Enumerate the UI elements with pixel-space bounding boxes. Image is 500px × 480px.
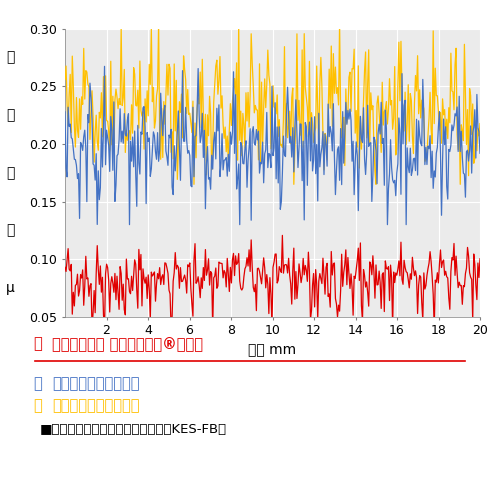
Text: 黄線　自社商品　比較: 黄線 自社商品 比較 — [52, 398, 140, 413]
Text: ・: ・ — [33, 336, 42, 351]
Text: ・: ・ — [33, 376, 42, 392]
Text: ■表面摩擦計測：カトーテック製（KES-FB）: ■表面摩擦計測：カトーテック製（KES-FB） — [40, 423, 227, 436]
Text: 青線　他社商品　比較: 青線 他社商品 比較 — [52, 376, 140, 392]
Text: ・: ・ — [33, 398, 42, 413]
Text: 摩: 摩 — [6, 50, 14, 65]
Text: 係: 係 — [6, 166, 14, 180]
Text: μ: μ — [6, 281, 15, 295]
Text: 数: 数 — [6, 223, 14, 238]
X-axis label: 距離 mm: 距離 mm — [248, 343, 296, 357]
Text: 擦: 擦 — [6, 108, 14, 122]
Text: 赤線　もっと とるとる電石®マスク: 赤線 もっと とるとる電石®マスク — [52, 336, 204, 351]
